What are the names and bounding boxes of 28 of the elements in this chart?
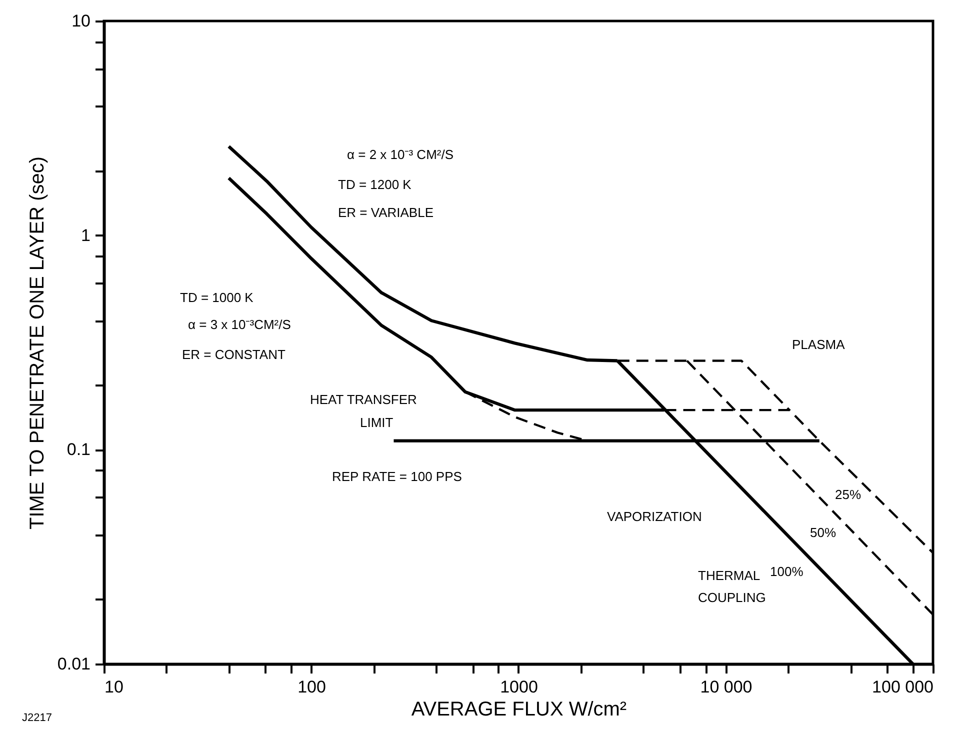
annotation: 50% <box>810 525 836 540</box>
x-tick-label: 100 000 <box>872 678 934 696</box>
annotation: 25% <box>835 487 862 502</box>
x-tick-label: 100 <box>298 678 326 696</box>
annotation: REP RATE = 100 PPS <box>332 469 462 484</box>
annotation: VAPORIZATION <box>607 509 702 524</box>
annotation: α = 2 x 10⁻³ CM²/S <box>347 147 454 162</box>
y-tick-label: 1 <box>81 226 90 245</box>
y-tick-label: 10 <box>72 12 90 30</box>
x-axis-title: AVERAGE FLUX W/cm² <box>411 698 627 720</box>
annotation: ER = CONSTANT <box>182 347 286 362</box>
y-axis-title: TIME TO PENETRATE ONE LAYER (sec) <box>26 156 48 530</box>
x-tick-label: 10 000 <box>700 678 752 696</box>
annotation: α = 3 x 10⁻³CM²/S <box>188 317 292 332</box>
annotation: COUPLING <box>698 590 766 605</box>
x-tick-label: 10 <box>104 678 124 696</box>
annotation: LIMIT <box>360 415 394 430</box>
x-tick-label: 1000 <box>500 678 538 696</box>
annotation: TD = 1000 K <box>180 290 254 305</box>
annotation: ER = VARIABLE <box>338 205 434 220</box>
annotation: 100% <box>770 564 804 579</box>
annotation: TD = 1200 K <box>338 177 412 192</box>
text: J2217 <box>22 712 52 724</box>
annotation: PLASMA <box>792 337 846 352</box>
annotation: THERMAL <box>698 568 760 583</box>
y-tick-label: 0.01 <box>57 654 90 674</box>
y-tick-label: 0.1 <box>66 440 90 460</box>
annotation: HEAT TRANSFER <box>310 392 417 407</box>
